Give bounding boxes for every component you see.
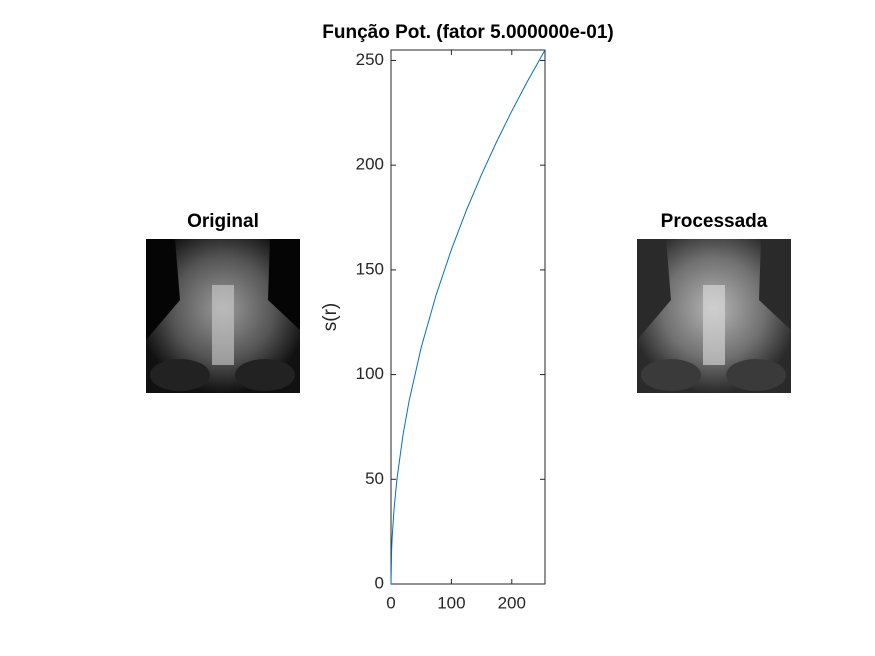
image-original [146,239,300,393]
y-tick-label: 100 [356,364,384,383]
image-title: Original [187,211,259,232]
axes-box [390,49,546,585]
y-axis-label: s(r) [320,303,341,331]
y-tick-label: 250 [356,50,384,69]
y-tick-label: 200 [356,155,384,174]
line [390,49,546,585]
y-tick-label: 150 [356,259,384,278]
image-title: Processada [661,211,768,232]
y-tick-label: 50 [365,469,384,488]
y-tick-label: 0 [375,573,384,592]
x-tick-label: 200 [498,593,526,612]
image-processada [637,239,791,393]
x-tick-label: 0 [386,593,395,612]
chart-title: Função Pot. (fator 5.000000e-01) [322,22,613,43]
x-tick-label: 100 [437,593,465,612]
